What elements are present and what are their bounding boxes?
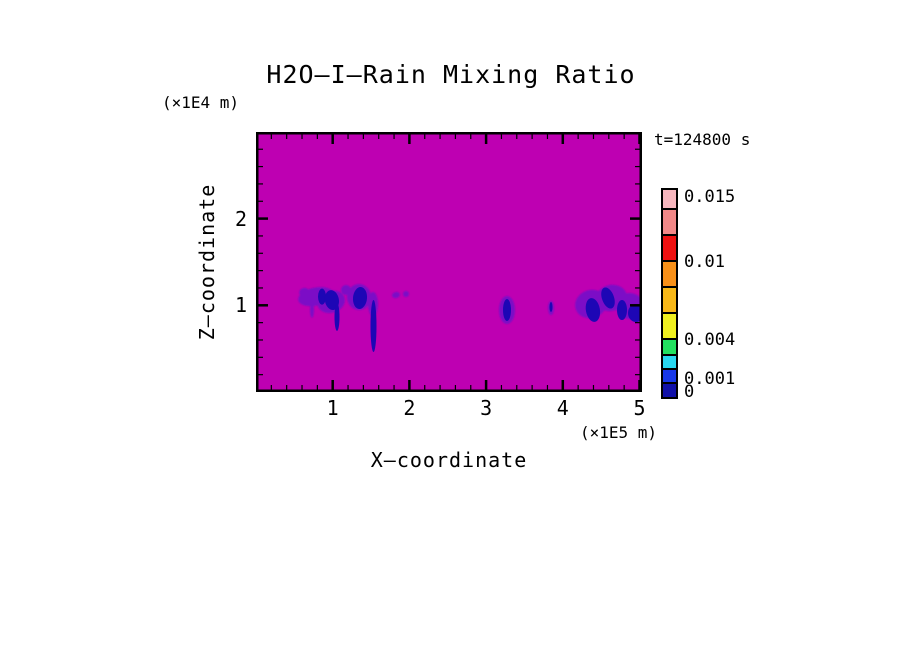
colorbar-segment: [663, 356, 676, 370]
colorbar-tick-label: 0.015: [684, 187, 736, 207]
rain-core-blob: [617, 300, 627, 320]
colorbar-segment: [663, 262, 676, 288]
colorbar-segment: [663, 370, 676, 384]
x-tick-label: 2: [403, 396, 416, 420]
colorbar-tick-label: 0: [684, 382, 695, 402]
colorbar-segment: [663, 314, 676, 340]
plot-title: H2O—I—Rain Mixing Ratio: [266, 60, 636, 89]
rain-fringe-blob: [310, 301, 314, 318]
rain-core-blob: [334, 303, 340, 331]
time-annotation: t=124800 s: [654, 130, 751, 149]
colorbar-segment: [663, 236, 676, 262]
z-tick-label: 2: [234, 206, 248, 231]
colorbar-segment: [663, 190, 676, 210]
z-axis-units-label: (×1E4 m): [162, 93, 240, 112]
heatmap-svg: [256, 132, 642, 392]
rain-core-blob: [601, 287, 615, 309]
colorbar-segment: [663, 340, 676, 356]
rain-core-blob: [324, 290, 340, 311]
rain-fringe-blob: [299, 287, 309, 297]
rain-core-blob: [585, 298, 601, 322]
x-axis-units-label: (×1E5 m): [579, 423, 657, 442]
rain-core-blob: [628, 304, 642, 322]
colorbar: [661, 188, 678, 399]
field-background: [256, 132, 642, 392]
x-tick-label: 1: [326, 396, 339, 420]
rain-core-blob: [549, 302, 553, 312]
rain-fringe-blob: [392, 291, 400, 299]
x-axis-title: X—coordinate: [370, 448, 528, 472]
x-tick-label: 5: [633, 396, 646, 420]
z-tick-label: 1: [234, 293, 248, 318]
rain-fringe-blob: [403, 291, 409, 297]
plot-border: [256, 132, 642, 392]
rain-core-blob: [370, 300, 377, 352]
z-axis-title: Z—coordinate: [195, 183, 219, 341]
colorbar-segment: [663, 210, 676, 236]
colorbar-segment: [663, 288, 676, 314]
colorbar-tick-label: 0.004: [684, 330, 736, 350]
colorbar-tick-label: 0.001: [684, 369, 736, 389]
axis-ticks: [258, 134, 641, 390]
plot-area: [256, 132, 642, 392]
rain-core-blob: [352, 287, 368, 309]
rain-core-blob: [503, 299, 511, 321]
colorbar-segment: [663, 384, 676, 397]
colorbar-tick-label: 0.01: [684, 252, 725, 272]
x-tick-label: 3: [480, 396, 493, 420]
rain-core-blob: [318, 288, 326, 305]
x-tick-label: 4: [556, 396, 569, 420]
